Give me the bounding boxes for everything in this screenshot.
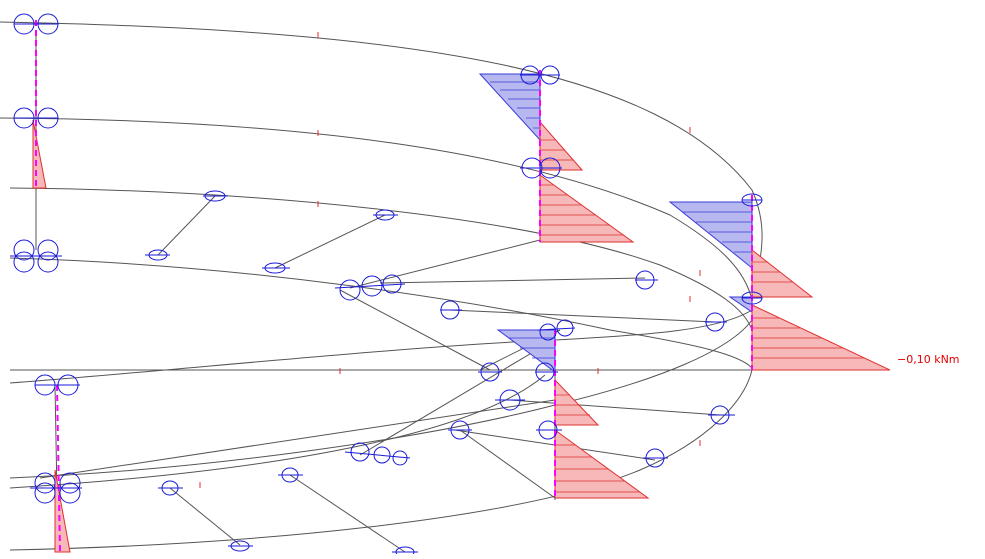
node-symbol [520, 157, 562, 179]
node-symbol [705, 312, 727, 332]
node-symbol [495, 389, 525, 411]
ring-2 [0, 117, 753, 301]
node-symbol [145, 249, 170, 261]
node-symbol [30, 472, 82, 504]
node-symbol [535, 362, 558, 382]
node-symbol [708, 405, 735, 425]
ring-3 [9, 187, 753, 331]
node-symbol [13, 13, 59, 35]
node-symbol [741, 193, 763, 207]
ring-5 [9, 309, 753, 384]
node-symbol [373, 209, 398, 221]
moment-positive-d [32, 119, 47, 189]
node-symbol [392, 546, 418, 558]
moment-negative-b2 [728, 296, 753, 313]
node-symbol [520, 65, 560, 85]
node-symbol [440, 300, 462, 320]
node-symbol [278, 467, 303, 483]
node-symbol [643, 448, 668, 468]
node-symbol [34, 374, 80, 396]
member-axes [35, 20, 753, 553]
moment-diagrams [32, 73, 891, 553]
moment-positive-b1 [751, 248, 814, 298]
moment-positive-c2 [554, 429, 650, 499]
node-symbol [537, 319, 576, 341]
node-symbol [334, 274, 406, 301]
moment-negative-c [496, 329, 556, 373]
moment-positive-a1 [539, 120, 584, 171]
node-symbol [635, 270, 658, 290]
division-ticks [199, 32, 701, 488]
node-symbol [448, 420, 472, 440]
ring-6 [9, 319, 753, 479]
node-symbol [10, 239, 62, 273]
moment-negative-a [478, 73, 541, 142]
ring-low [9, 374, 546, 489]
ring-bottom [9, 369, 753, 551]
node-symbol [262, 262, 290, 274]
node-symbol [344, 442, 411, 466]
moment-value-label: −0,10 kNm [897, 353, 960, 366]
moment-positive-b2 [751, 304, 891, 371]
node-symbol [158, 480, 183, 496]
node-symbol [203, 190, 228, 202]
node-symbol [478, 362, 502, 382]
moment-positive-c1 [554, 378, 600, 426]
frame-lines [0, 21, 763, 553]
node-symbols [10, 13, 763, 558]
node-symbol [741, 291, 763, 305]
node-symbol [536, 420, 562, 440]
ring-top [0, 21, 763, 301]
node-symbol [13, 107, 59, 129]
node-symbol [228, 540, 253, 552]
moment-positive-e [54, 469, 71, 553]
ring-4 [9, 257, 753, 369]
